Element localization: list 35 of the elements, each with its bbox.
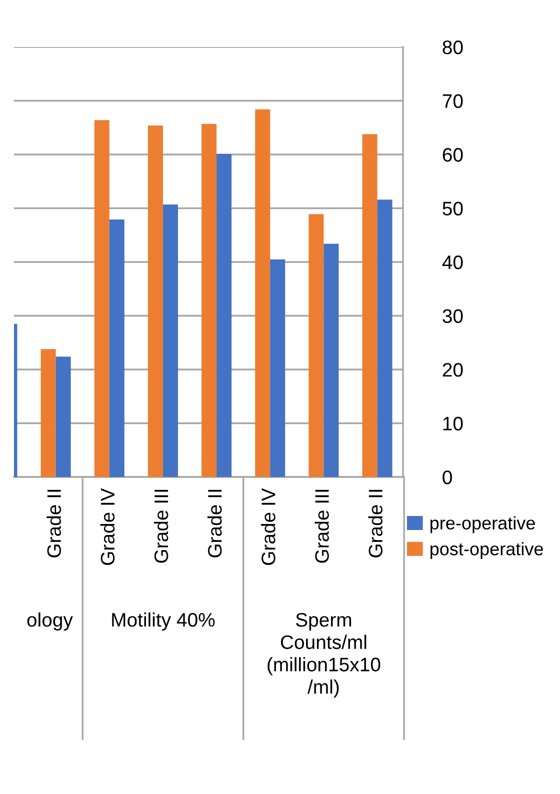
legend-label: pre-operative [430, 516, 535, 534]
x-tick-label: Grade IV [100, 488, 115, 565]
y-tick-label: 30 [442, 309, 463, 323]
legend-label: post-operative [430, 542, 543, 559]
text: Sperm Counts/ml (million15x10 /ml) [268, 612, 380, 698]
y-tick-label: 60 [442, 148, 463, 162]
y-tick-label: 20 [442, 362, 463, 377]
bar [270, 259, 286, 477]
bar [377, 200, 392, 477]
bar [40, 349, 56, 477]
bar [362, 134, 378, 477]
text: Motility 40% [112, 612, 215, 631]
y-tick-label: 50 [442, 202, 463, 216]
bar [94, 120, 110, 477]
y-tick-label: 10 [443, 416, 463, 430]
x-tick-label: Grade III [314, 490, 329, 563]
bar [56, 356, 71, 477]
y-tick-label: 40 [442, 255, 463, 270]
x-tick-label: Grade II [207, 490, 222, 558]
x-tick-label: Grade II [46, 490, 62, 558]
bar [216, 154, 232, 477]
x-tick-label: Grade II [368, 490, 382, 558]
bar [202, 124, 217, 477]
bar [308, 214, 324, 477]
bar [109, 220, 124, 477]
bar [162, 204, 178, 477]
x-tick-label: Grade III [154, 490, 168, 563]
y-tick-label: 80 [442, 40, 463, 54]
bar [255, 109, 270, 477]
y-tick-label: 70 [442, 94, 463, 108]
text: ology [27, 612, 73, 631]
bar [324, 244, 339, 477]
x-tick-label: Grade IV [261, 488, 276, 565]
y-tick-label: 0 [442, 470, 452, 484]
bar [148, 125, 163, 477]
